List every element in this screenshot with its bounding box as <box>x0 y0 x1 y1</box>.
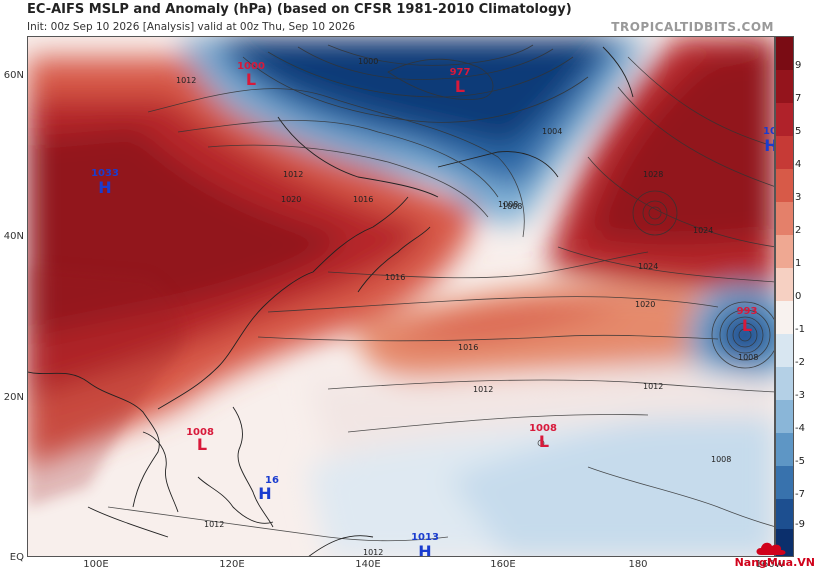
isobar-label: 1024 <box>638 262 658 271</box>
low-center-1000: 1000 L <box>237 61 265 89</box>
isobars <box>107 44 774 542</box>
center-letter: L <box>246 70 256 89</box>
anomaly-field <box>28 37 774 556</box>
center-letter: L <box>742 316 752 335</box>
isobar-label: 1008 <box>498 200 518 209</box>
colorbar-label: 4 <box>795 159 802 170</box>
isobar-label: 1008 <box>738 353 758 362</box>
colorbar-label: -7 <box>795 489 805 500</box>
colorbar-label: 0 <box>795 291 802 302</box>
center-value: 16 <box>265 475 279 486</box>
isobar-label: 1016 <box>458 343 478 352</box>
center-value: 977 <box>450 67 471 78</box>
low-center-977: 977 L <box>450 67 471 96</box>
lat-label-20n: 20N <box>3 392 24 403</box>
anomaly-map: 1012 1016 1020 1024 1028 1008 1004 1000 … <box>27 36 775 557</box>
center-letter: L <box>455 77 465 96</box>
isobar-label: 1024 <box>693 226 713 235</box>
lat-label-40n: 40N <box>3 231 24 242</box>
lon-label-120e: 120E <box>219 559 245 570</box>
colorbar-label: -2 <box>795 357 805 368</box>
center-letter: H <box>98 178 111 197</box>
isobar-label: 1028 <box>643 170 663 179</box>
colorbar-label: 5 <box>795 126 802 137</box>
map-svg: 1012 1016 1020 1024 1028 1008 1004 1000 … <box>28 37 775 557</box>
colorbar-label: -5 <box>795 456 805 467</box>
colorbar-label: 3 <box>795 192 802 203</box>
lat-label-60n: 60N <box>3 70 24 81</box>
colorbar-label: -4 <box>795 423 805 434</box>
colorbar-label: 7 <box>795 93 802 104</box>
center-value: 1000 <box>237 61 265 72</box>
center-letter: H <box>258 484 271 503</box>
isobar-label: 1012 <box>473 385 493 394</box>
high-center-1033: 1033 H <box>91 168 119 197</box>
isobar-label: 1008 <box>711 455 731 464</box>
isobar-label: 1012 <box>204 520 224 529</box>
high-center-16: 16 H <box>258 475 279 503</box>
high-center-edge: 10 H <box>763 126 775 155</box>
center-value: 1013 <box>411 532 439 543</box>
land-overlay <box>28 267 183 507</box>
isobar-label-group: 1012 1016 1020 1024 1028 1008 1004 1000 … <box>176 57 758 557</box>
lon-label-100e: 100E <box>83 559 109 570</box>
lon-label-160w: 160W <box>755 559 785 570</box>
coastlines <box>28 46 634 556</box>
colorbar-label: 9 <box>795 60 802 71</box>
colorbar-label: -1 <box>795 324 805 335</box>
lon-label-140e: 140E <box>355 559 381 570</box>
watermark-logo: NangMua.VN <box>734 556 815 569</box>
colorbar-label: -9 <box>795 519 805 530</box>
isobar-label: 1016 <box>353 195 373 204</box>
isobar-label: 1012 <box>363 548 383 557</box>
colorbar-label: 2 <box>795 225 802 236</box>
isobar-label: 1008 <box>502 202 522 211</box>
colorbar-label: 1 <box>795 258 802 269</box>
center-value: 993 <box>737 306 758 317</box>
low-center-1008-west: 1008 L <box>186 427 214 454</box>
center-value: 10 <box>763 126 775 137</box>
isobar-label: 1016 <box>385 273 405 282</box>
high-center-1013: 1013 H <box>411 532 439 557</box>
low-center-1008-east: 1008 L <box>529 423 557 451</box>
isobar-label: 1020 <box>635 300 655 309</box>
colorbar-svg <box>776 37 793 556</box>
isobar-label: 1020 <box>281 195 301 204</box>
pressure-centers: 1000 L 977 L 1033 H 10 H 993 L 1008 L <box>91 61 775 557</box>
isobar-label: 1004 <box>542 127 562 136</box>
center-value: 1008 <box>529 423 557 434</box>
brand-label[interactable]: TROPICALTIDBITS.COM <box>611 20 774 34</box>
chart-title: EC-AIFS MSLP and Anomaly (hPa) (based on… <box>27 2 572 17</box>
lat-label-eq: EQ <box>9 552 24 563</box>
lon-label-160e: 160E <box>490 559 516 570</box>
center-letter: L <box>197 435 207 454</box>
colorbar-label: -3 <box>795 390 805 401</box>
isobar-label: 1000 <box>358 57 378 66</box>
isobar-label: 1012 <box>176 76 196 85</box>
center-value: 1008 <box>186 427 214 438</box>
center-value: 1033 <box>91 168 119 179</box>
center-letter: L <box>539 432 549 451</box>
isobar-label: 1012 <box>283 170 303 179</box>
lon-label-180: 180 <box>628 559 648 570</box>
center-letter: H <box>764 136 775 155</box>
center-letter: H <box>418 542 431 557</box>
colorbar <box>775 36 794 557</box>
low-center-993: 993 L <box>737 306 758 335</box>
isobar-label: 1012 <box>643 382 663 391</box>
init-line: Init: 00z Sep 10 2026 [Analysis] valid a… <box>27 21 356 33</box>
cloud-icon <box>756 542 786 555</box>
